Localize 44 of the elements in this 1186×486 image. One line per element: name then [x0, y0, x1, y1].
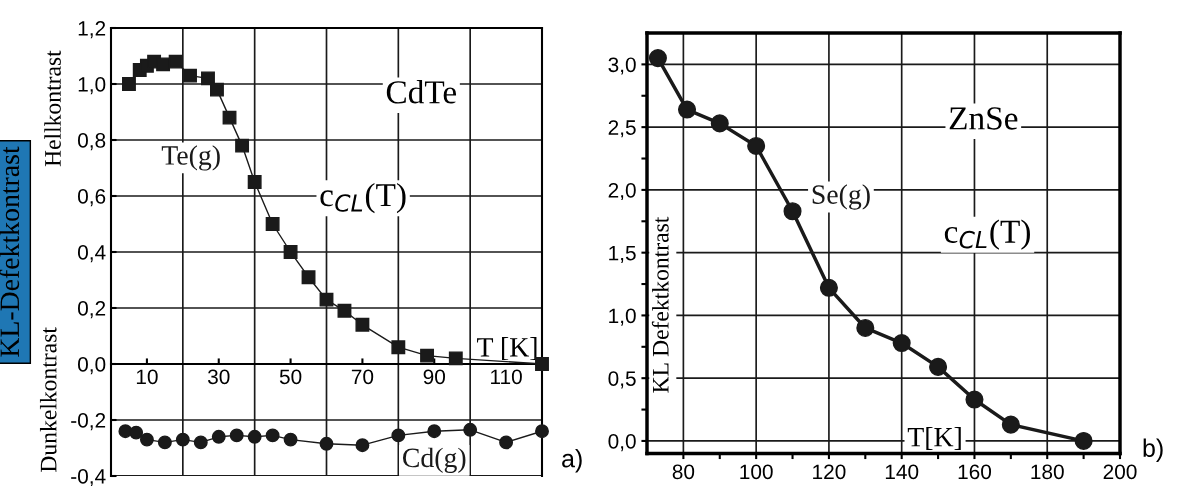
y-tick-label: 0,0 — [608, 433, 636, 452]
y-tick-label: 3,0 — [608, 57, 636, 75]
x-tick-label: 200 — [1103, 464, 1137, 480]
annotation: ZnSe — [949, 107, 1018, 130]
y-tick-label: 1,0 — [78, 77, 106, 95]
x-tick-label: 80 — [672, 464, 695, 480]
x-tick-label: 110 — [491, 369, 522, 385]
y-tick-label: 0,2 — [77, 301, 106, 319]
text: Dunkelkontrast — [39, 327, 57, 472]
x-tick-label: 10 — [136, 369, 158, 385]
y-tick-label: 1,0 — [609, 308, 636, 326]
x-tick-label: 100 — [740, 464, 773, 480]
annotation: CdTe — [386, 80, 457, 104]
x-tick-label: 50 — [279, 369, 302, 385]
x-axis-title: T[K] — [907, 427, 961, 450]
x-tick-label: 120 — [813, 464, 846, 480]
y-tick-label: 1,5 — [609, 245, 636, 263]
y-axis-title: KL-Defektkontrast — [0, 146, 20, 357]
text: Hellkontrast — [44, 50, 61, 167]
y-axis-title: KL Defektkontrast — [651, 216, 669, 393]
x-tick-label: 30 — [207, 369, 230, 385]
y-tick-label: 0,5 — [608, 371, 636, 389]
text: b) — [1143, 438, 1163, 462]
x-tick-label: 70 — [351, 369, 374, 385]
y-tick-label: -0,4 — [71, 469, 106, 486]
x-axis-title: T [K] — [477, 337, 537, 361]
y-tick-label: 2,5 — [608, 120, 636, 138]
series-label: Cd(g) — [402, 447, 466, 473]
y-tick-label: 0,4 — [77, 245, 106, 263]
x-tick-label: 180 — [1031, 464, 1064, 480]
y-tick-label: -0,2 — [71, 413, 106, 431]
x-tick-label: 90 — [423, 369, 446, 385]
y-tick-label: 0,8 — [77, 133, 106, 151]
y-tick-label: 2,0 — [608, 182, 636, 201]
y-tick-label: 1,2 — [78, 21, 106, 39]
annotation: c$_{CL}$(T) — [320, 182, 406, 214]
x-tick-label: 160 — [958, 464, 992, 480]
y-tick-label: 0,6 — [77, 189, 106, 207]
text: a) — [562, 449, 582, 473]
series-label: Se(g) — [812, 184, 870, 210]
annotation: c$_{CL}$(T) — [944, 219, 1030, 250]
y-tick-label: 0,0 — [77, 357, 106, 375]
series-label: Te(g) — [161, 145, 220, 171]
x-tick-label: 140 — [885, 464, 919, 480]
